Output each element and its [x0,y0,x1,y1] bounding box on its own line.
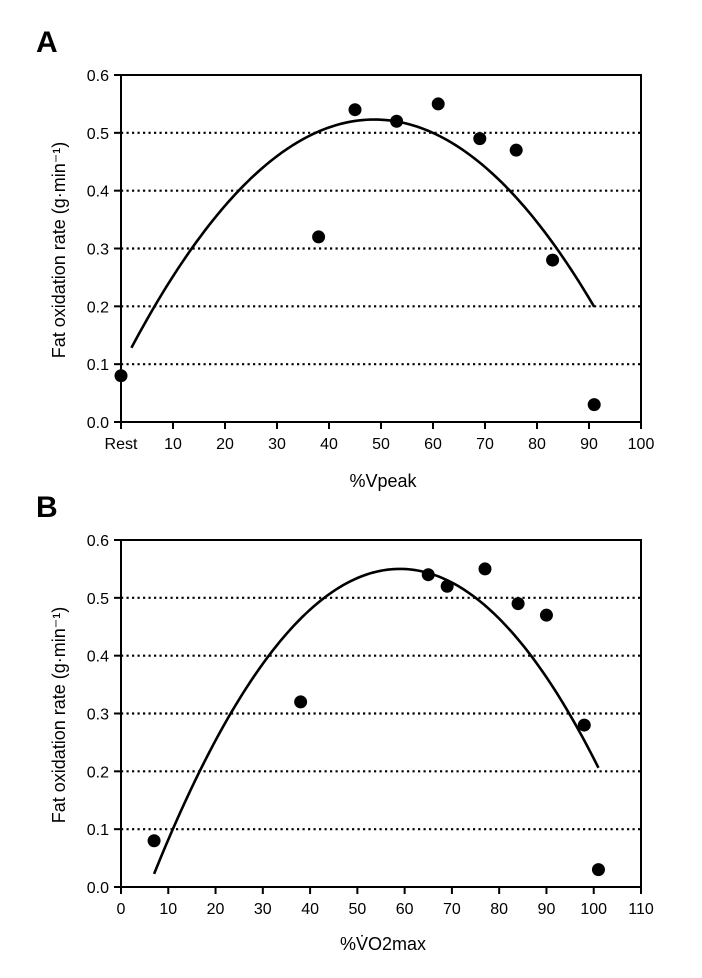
panel-b-data-point [539,608,553,622]
panel-b-fit [152,567,600,875]
panel-a-ytick-label: 0.5 [87,126,109,143]
panel-b-xtick-label: 40 [301,901,319,918]
panel-a-xtick-label: 70 [476,436,494,453]
panel-a-xtick-label: 50 [372,436,390,453]
panel-a-axes [114,74,642,429]
panel-a-xlabel: %Vpeak [349,471,417,491]
panel-a-ylabel: Fat oxidation rate (g·min⁻¹) [49,142,69,359]
panel-a-data-point [587,398,601,412]
panel-a: A 0.0 0.1 0.2 0.3 0.4 0.5 0.6 Rest 10 20 30 40 50 60 7… [36,26,654,491]
panel-a-ytick-label: 0.4 [87,184,109,201]
panel-b-data-point [440,579,454,593]
panel-b-data-point [478,562,492,576]
panel-b: B 0.0 0.1 0.2 0.3 0.4 0.5 0.6 0 10 20 30 40 50 60 70 80… [36,491,654,954]
panel-b-axes [114,539,642,894]
panel-a-data-point [546,253,560,267]
panel-a-data-point [114,369,128,383]
panel-a-grid [121,131,641,366]
panel-b-ytick-label: 0.6 [87,533,109,550]
panel-b-xtick-label: 20 [207,901,225,918]
panel-a-xtick-label: 10 [164,436,182,453]
panel-b-ytick-label: 0.3 [87,707,109,724]
panel-a-ytick-label: 0.1 [87,357,109,374]
panel-b-ytick-label: 0.0 [87,880,109,897]
panel-a-xtick-label: 100 [628,436,655,453]
panel-a-data-point [473,132,487,146]
panel-b-ylabel: Fat oxidation rate (g·min⁻¹) [49,607,69,824]
panel-a-xtick-label: Rest [105,436,138,453]
panel-b-fit-curve [152,567,600,875]
panel-b-xtick-label: 60 [396,901,414,918]
panel-a-xtick-label: 90 [580,436,598,453]
panel-b-xtick-label: 110 [628,901,654,918]
panel-b-ticklabels: 0.0 0.1 0.2 0.3 0.4 0.5 0.6 0 10 20 30 40 50 60 70 80 90… [87,533,654,918]
panel-b-ytick-label: 0.1 [87,822,109,839]
panel-a-letter: A [36,26,58,59]
panel-a-xtick-label: 80 [528,436,546,453]
panel-b-ytick-label: 0.4 [87,649,109,666]
panel-a-data-point [431,97,445,111]
panel-b-letter: B [36,491,58,524]
panel-a-data-point [348,103,362,117]
panel-b-xtick-label: 70 [443,901,461,918]
panel-b-xtick-label: 0 [117,901,126,918]
panel-b-xtick-label: 80 [490,901,508,918]
panel-a-data-point [312,230,326,244]
panel-a-xtick-label: 20 [216,436,234,453]
panel-a-points [114,97,601,412]
panel-a-xtick-label: 40 [320,436,338,453]
panel-b-data-point [147,834,161,848]
panel-a-ytick-label: 0.6 [87,68,109,85]
panel-a-data-point [509,143,523,157]
panel-b-xtick-label: 10 [159,901,177,918]
panel-a-xtick-label: 60 [424,436,442,453]
panel-b-points [147,562,605,877]
panel-b-xlabel: %V̇O2max [340,934,426,954]
panel-b-data-point [577,718,591,732]
panel-b-xtick-label: 50 [348,901,366,918]
panel-b-data-point [421,568,435,582]
panel-b-xtick-label: 30 [254,901,272,918]
panel-b-data-point [511,597,525,611]
panel-a-ytick-label: 0.2 [87,299,109,316]
panel-b-data-point [294,695,308,709]
panel-b-data-point [591,863,605,877]
panel-a-fit [130,118,596,349]
panel-b-xtick-label: 90 [538,901,556,918]
panel-a-ytick-label: 0.0 [87,415,109,432]
panel-b-ytick-label: 0.5 [87,591,109,608]
panel-b-xtick-label: 100 [580,901,607,918]
panel-a-fit-curve [130,118,596,349]
panel-a-ytick-label: 0.3 [87,242,109,259]
panel-a-data-point [390,114,404,128]
panel-a-xtick-label: 30 [268,436,286,453]
panel-b-grid [121,596,641,831]
panel-a-ticklabels: 0.0 0.1 0.2 0.3 0.4 0.5 0.6 Rest 10 20 30 40 50 60 70 8… [87,68,655,453]
panel-b-ytick-label: 0.2 [87,764,109,781]
